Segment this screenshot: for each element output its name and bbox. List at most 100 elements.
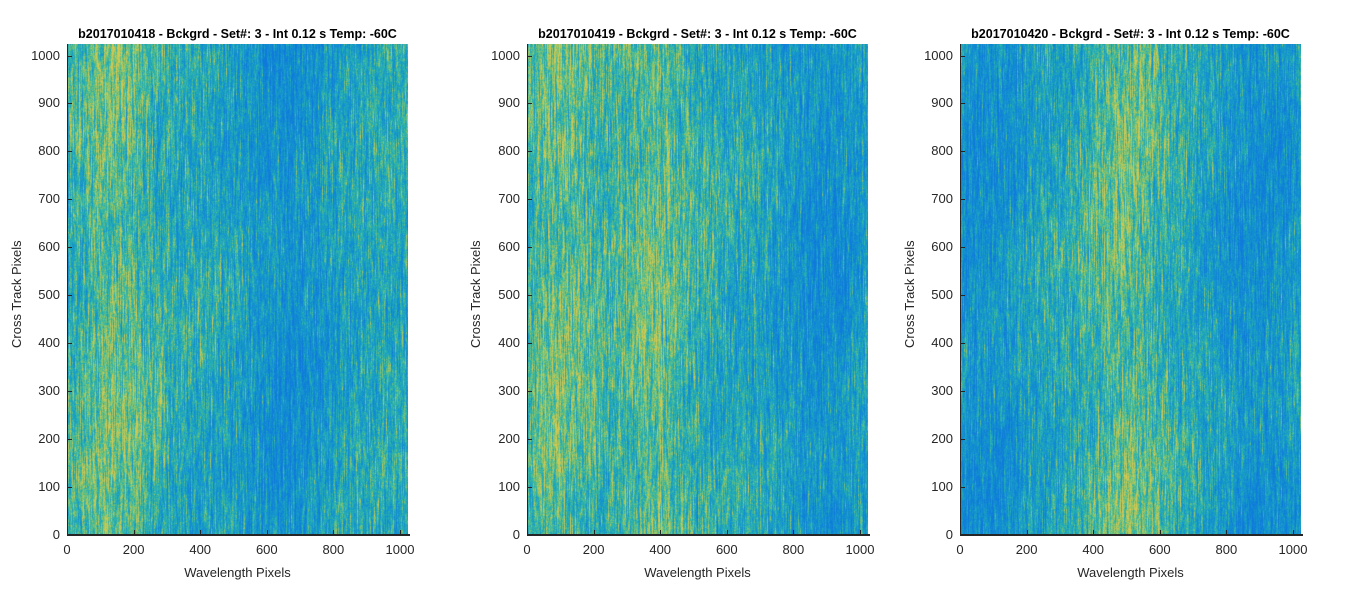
y-tick-label: 100 (38, 479, 60, 495)
x-tick-label: 600 (255, 542, 278, 557)
y-tick (527, 439, 532, 441)
y-tick-label: 800 (931, 143, 953, 159)
y-tick (67, 103, 72, 105)
y-tick-label: 800 (498, 143, 520, 159)
y-tick-label: 0 (945, 527, 953, 542)
y-tick (527, 343, 532, 345)
y-tick-label: 200 (498, 431, 520, 447)
x-tick (793, 530, 795, 535)
y-tick (67, 55, 72, 57)
y-axis-line (67, 44, 68, 535)
x-tick-label: 1000 (845, 542, 875, 557)
y-tick-label: 1000 (924, 47, 953, 63)
y-tick-label: 400 (498, 335, 520, 351)
chart-title: b2017010418 - Bckgrd - Set#: 3 - Int 0.1… (78, 27, 397, 41)
y-tick-label: 0 (52, 527, 60, 542)
y-tick-label: 400 (931, 335, 953, 351)
y-tick-label: 100 (931, 479, 953, 495)
y-tick (67, 535, 72, 536)
x-tick (133, 530, 135, 535)
x-tick (593, 530, 595, 535)
y-tick (960, 247, 965, 249)
y-axis-label: Cross Track Pixels (902, 239, 917, 348)
heatmap-image (960, 44, 1301, 535)
y-tick (960, 199, 965, 201)
x-tick (400, 530, 401, 535)
x-tick (266, 530, 268, 535)
x-tick-label: 400 (189, 542, 212, 557)
x-tick (527, 530, 528, 535)
y-tick (527, 247, 532, 249)
y-axis-line (960, 44, 961, 535)
y-tick-label: 800 (38, 143, 60, 159)
x-axis-line (527, 534, 870, 536)
y-tick (960, 151, 965, 153)
y-tick-label: 100 (498, 479, 520, 495)
y-tick-label: 700 (498, 191, 520, 207)
x-tick-label: 0 (523, 542, 531, 557)
y-axis-line (527, 44, 528, 535)
heatmap-image (67, 44, 408, 535)
x-tick-label: 1000 (385, 542, 415, 557)
y-tick (960, 103, 965, 105)
x-tick (660, 530, 662, 535)
x-tick-label: 800 (322, 542, 345, 557)
y-tick (67, 343, 72, 345)
x-tick-label: 0 (63, 542, 71, 557)
x-tick (1026, 530, 1028, 535)
y-tick-label: 600 (38, 239, 60, 255)
y-tick (527, 103, 532, 105)
y-tick-label: 300 (38, 383, 60, 399)
x-tick-label: 0 (956, 542, 964, 557)
chart-title: b2017010420 - Bckgrd - Set#: 3 - Int 0.1… (971, 27, 1290, 41)
y-tick (67, 391, 72, 393)
y-tick (67, 151, 72, 153)
x-tick-label: 200 (122, 542, 145, 557)
y-tick (527, 487, 532, 489)
heatmap-canvas (960, 44, 1301, 535)
x-tick (860, 530, 861, 535)
x-tick-label: 1000 (1278, 542, 1308, 557)
y-axis-label: Cross Track Pixels (9, 239, 24, 348)
x-tick-label: 400 (1082, 542, 1105, 557)
y-tick (527, 55, 532, 57)
heatmap-canvas (527, 44, 868, 535)
y-tick (67, 295, 72, 297)
x-axis-label: Wavelength Pixels (184, 565, 291, 580)
y-tick-label: 900 (38, 95, 60, 111)
y-tick (527, 535, 532, 536)
y-tick-label: 900 (498, 95, 520, 111)
y-tick-label: 700 (38, 191, 60, 207)
x-tick (1293, 530, 1294, 535)
y-tick (67, 247, 72, 249)
y-tick-label: 200 (931, 431, 953, 447)
y-tick-label: 500 (931, 287, 953, 303)
heatmap-image (527, 44, 868, 535)
x-tick-label: 200 (582, 542, 605, 557)
y-tick-label: 300 (931, 383, 953, 399)
y-tick (960, 439, 965, 441)
y-tick (960, 391, 965, 393)
y-tick (960, 295, 965, 297)
y-tick-label: 300 (498, 383, 520, 399)
y-tick (960, 343, 965, 345)
y-tick-label: 1000 (31, 47, 60, 63)
x-tick (1093, 530, 1095, 535)
y-tick (527, 391, 532, 393)
x-tick-label: 800 (782, 542, 805, 557)
y-tick (527, 295, 532, 297)
x-tick (200, 530, 202, 535)
x-tick (726, 530, 728, 535)
x-tick (333, 530, 335, 535)
x-tick-label: 400 (649, 542, 672, 557)
x-axis-label: Wavelength Pixels (1077, 565, 1184, 580)
x-axis-line (67, 534, 410, 536)
y-tick (527, 151, 532, 153)
x-tick-label: 600 (1148, 542, 1171, 557)
x-tick (1159, 530, 1161, 535)
heatmap-canvas (67, 44, 408, 535)
x-tick (960, 530, 961, 535)
x-tick-label: 600 (715, 542, 738, 557)
y-tick-label: 200 (38, 431, 60, 447)
y-axis-label: Cross Track Pixels (468, 239, 483, 348)
